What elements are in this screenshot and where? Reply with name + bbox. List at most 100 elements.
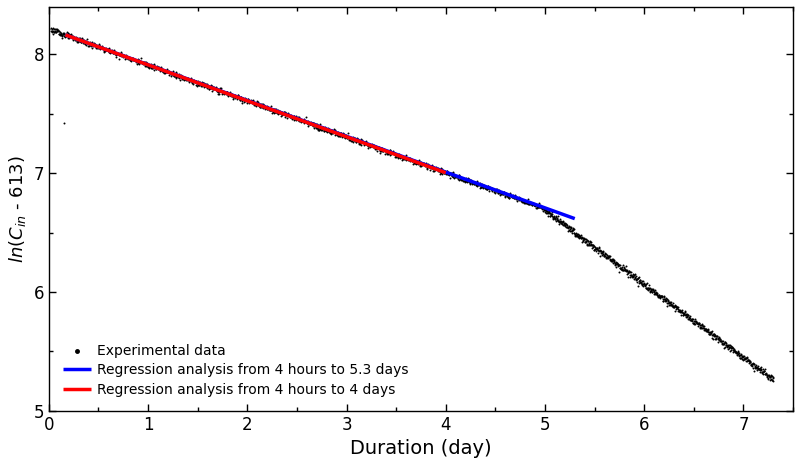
Experimental data xyxy=(714,337,726,344)
Experimental data xyxy=(262,106,275,113)
Experimental data xyxy=(610,260,622,267)
Experimental data xyxy=(526,199,539,207)
Experimental data xyxy=(554,219,567,226)
Experimental data xyxy=(307,122,320,129)
Experimental data xyxy=(720,341,733,349)
Experimental data xyxy=(737,355,750,363)
Experimental data xyxy=(450,173,463,180)
Experimental data xyxy=(621,271,634,278)
Experimental data xyxy=(151,66,164,73)
Experimental data xyxy=(562,224,574,231)
Experimental data xyxy=(269,108,282,116)
Experimental data xyxy=(338,133,350,140)
Experimental data xyxy=(134,57,146,65)
Experimental data xyxy=(757,369,770,376)
Experimental data xyxy=(92,44,105,51)
Experimental data xyxy=(47,27,60,35)
Experimental data xyxy=(381,148,394,156)
Experimental data xyxy=(622,267,635,275)
Experimental data xyxy=(194,81,207,88)
Experimental data xyxy=(157,68,170,76)
Experimental data xyxy=(394,152,407,159)
Experimental data xyxy=(145,65,158,72)
Experimental data xyxy=(118,53,131,60)
Experimental data xyxy=(97,45,110,52)
Experimental data xyxy=(127,54,140,62)
Experimental data xyxy=(272,110,285,118)
Experimental data xyxy=(544,210,557,217)
Experimental data xyxy=(258,101,271,108)
Experimental data xyxy=(397,155,410,162)
Experimental data xyxy=(304,120,317,127)
Experimental data xyxy=(156,66,169,73)
Experimental data xyxy=(600,253,613,260)
Experimental data xyxy=(670,303,682,311)
Experimental data xyxy=(54,31,67,38)
Experimental data xyxy=(54,28,66,35)
Experimental data xyxy=(58,120,70,127)
Experimental data xyxy=(381,148,394,156)
Experimental data xyxy=(574,235,587,242)
Experimental data xyxy=(399,155,412,162)
Experimental data xyxy=(668,303,681,310)
Experimental data xyxy=(708,331,721,338)
Experimental data xyxy=(393,151,406,158)
Experimental data xyxy=(322,126,335,134)
Experimental data xyxy=(610,260,623,268)
Experimental data xyxy=(550,216,563,224)
Experimental data xyxy=(190,78,202,85)
Experimental data xyxy=(298,119,310,126)
Experimental data xyxy=(686,315,698,323)
Experimental data xyxy=(688,317,701,325)
Experimental data xyxy=(430,165,443,173)
Experimental data xyxy=(626,273,638,280)
Experimental data xyxy=(602,252,614,260)
Experimental data xyxy=(521,199,534,207)
Experimental data xyxy=(755,368,768,375)
Experimental data xyxy=(693,319,706,327)
Experimental data xyxy=(254,100,267,108)
Experimental data xyxy=(674,306,686,314)
Experimental data xyxy=(421,162,434,170)
Experimental data xyxy=(611,262,624,269)
Experimental data xyxy=(678,311,691,319)
Experimental data xyxy=(647,285,660,292)
Experimental data xyxy=(744,361,757,369)
Experimental data xyxy=(461,178,474,186)
Experimental data xyxy=(194,78,206,85)
Experimental data xyxy=(310,124,323,132)
Experimental data xyxy=(733,354,746,361)
Experimental data xyxy=(75,39,88,46)
Experimental data xyxy=(168,73,181,80)
Experimental data xyxy=(641,279,654,286)
Experimental data xyxy=(194,80,206,87)
Experimental data xyxy=(721,343,734,350)
Experimental data xyxy=(354,135,367,143)
Experimental data xyxy=(264,103,277,110)
Experimental data xyxy=(71,36,84,43)
Experimental data xyxy=(526,199,538,207)
Experimental data xyxy=(750,365,763,372)
Experimental data xyxy=(254,103,267,111)
Experimental data xyxy=(511,197,524,205)
Experimental data xyxy=(734,350,747,358)
Experimental data xyxy=(251,100,264,108)
Experimental data xyxy=(614,266,627,273)
Experimental data xyxy=(445,170,458,178)
Experimental data xyxy=(609,260,622,267)
Experimental data xyxy=(50,27,63,34)
Experimental data xyxy=(606,255,619,263)
Experimental data xyxy=(717,340,730,348)
Experimental data xyxy=(111,50,124,58)
Experimental data xyxy=(570,231,582,239)
Experimental data xyxy=(222,91,235,98)
Experimental data xyxy=(546,214,559,221)
Experimental data xyxy=(671,304,684,311)
Experimental data xyxy=(267,106,280,114)
Experimental data xyxy=(361,141,374,148)
Experimental data xyxy=(58,30,71,38)
Experimental data xyxy=(499,189,512,197)
Experimental data xyxy=(132,55,145,62)
Experimental data xyxy=(620,266,633,273)
Experimental data xyxy=(747,361,760,368)
